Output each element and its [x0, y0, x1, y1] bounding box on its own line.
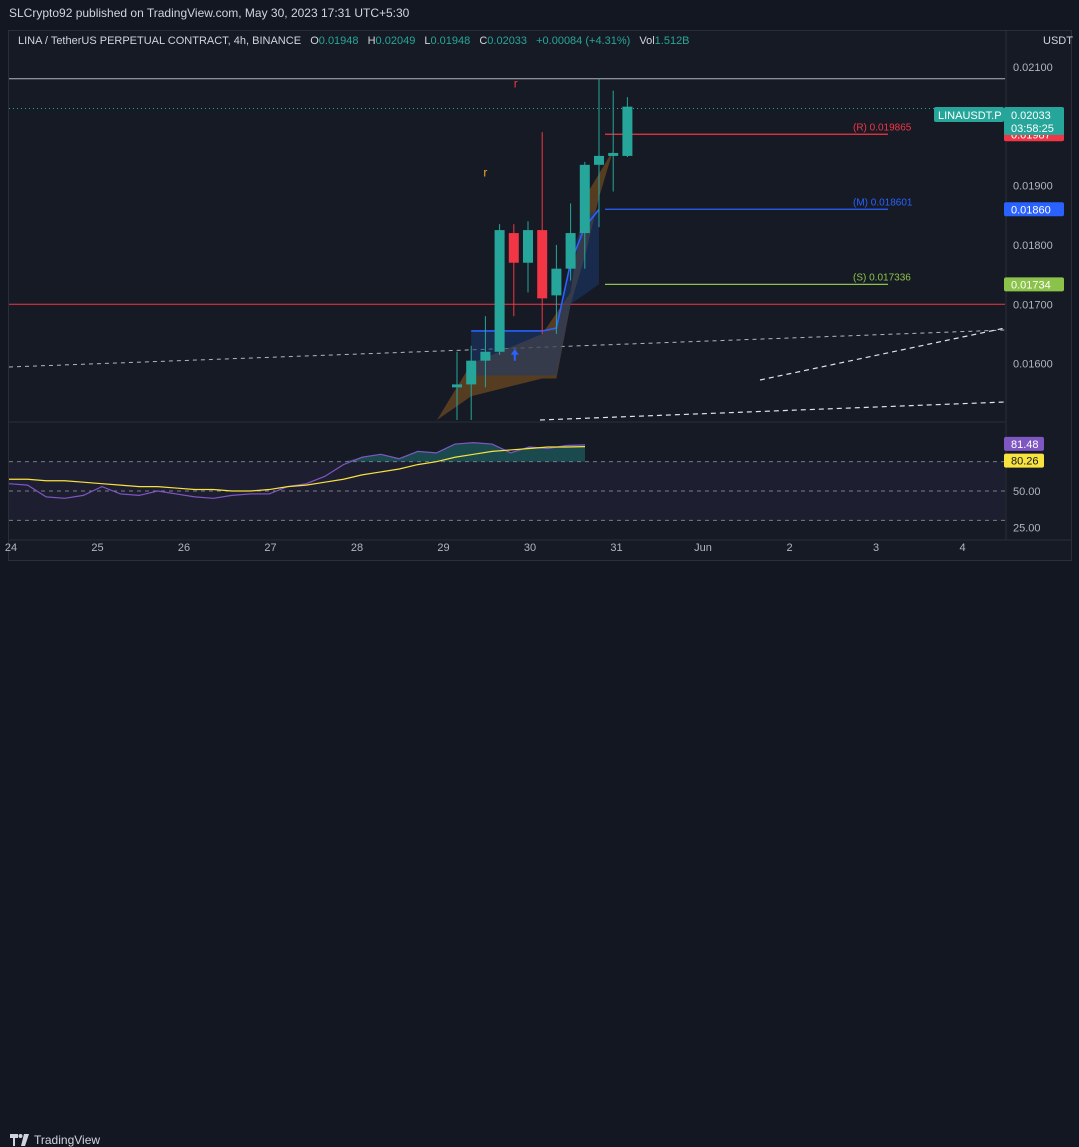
countdown-timer: 03:58:25 — [1011, 123, 1054, 135]
level-tag-2[interactable]: 0.01734 — [1011, 279, 1051, 291]
candle-body[interactable] — [537, 230, 548, 299]
candle-body[interactable] — [579, 164, 590, 234]
candle-body[interactable] — [551, 268, 562, 296]
time-tick: 31 — [610, 542, 622, 554]
blue-cloud — [471, 209, 599, 376]
level-label-1: (M) 0.018601 — [853, 197, 913, 208]
candle-body[interactable] — [494, 230, 505, 352]
level-tag-1[interactable]: 0.01860 — [1011, 204, 1051, 216]
level-tag-bg-2[interactable] — [1004, 277, 1064, 292]
symbol-legend[interactable]: LINA / TetherUS PERPETUAL CONTRACT, 4h, … — [18, 35, 696, 47]
candle-body[interactable] — [508, 233, 519, 263]
time-tick: 3 — [873, 542, 879, 554]
time-tick: 24 — [5, 542, 17, 554]
publisher-text: SLCrypto92 published on TradingView.com,… — [9, 6, 410, 20]
rsi-ma-tag-bg[interactable] — [1004, 453, 1044, 468]
close-label: C — [479, 35, 488, 47]
time-tick: 4 — [959, 542, 965, 554]
time-tick: 27 — [264, 542, 276, 554]
rsi-tag-bg[interactable] — [1004, 436, 1044, 451]
time-tick: 28 — [351, 542, 363, 554]
publisher-bar: SLCrypto92 published on TradingView.com,… — [0, 0, 1079, 30]
candle-body[interactable] — [452, 384, 462, 388]
change-value: +0.00084 (+4.31%) — [536, 35, 631, 47]
price-tick: 0.01900 — [1013, 181, 1053, 193]
candle-body[interactable] — [565, 233, 576, 269]
close-value: 0.02033 — [487, 35, 528, 47]
symbol-name[interactable]: LINA / TetherUS PERPETUAL CONTRACT, 4h, … — [18, 35, 302, 47]
level-label-0: (R) 0.019865 — [853, 122, 912, 133]
rsi-overbought-fill — [324, 442, 585, 462]
price-tick: 0.02100 — [1013, 62, 1053, 74]
last-price-bg[interactable] — [1004, 107, 1064, 135]
time-tick: 29 — [437, 542, 449, 554]
time-tick: 25 — [91, 542, 103, 554]
time-tick: 30 — [524, 542, 536, 554]
volume-value: 1.512B — [654, 35, 690, 47]
price-tick: 0.01800 — [1013, 240, 1053, 252]
low-label: L — [424, 35, 431, 47]
tradingview-brand: TradingView — [34, 1133, 101, 1147]
annotation-r-red: r — [514, 77, 518, 91]
open-label: O — [310, 35, 319, 47]
time-tick: 2 — [786, 542, 792, 554]
price-tick: 0.01600 — [1013, 359, 1053, 371]
rsi-tick: 25.00 — [1013, 523, 1041, 535]
open-value: 0.01948 — [318, 35, 359, 47]
volume-label: Vol — [639, 35, 655, 47]
trend-line-rising — [759, 327, 1006, 381]
time-tick: 26 — [178, 542, 190, 554]
buy-arrow-icon — [510, 348, 519, 361]
candle-body[interactable] — [480, 351, 491, 361]
price-tick: 0.01700 — [1013, 299, 1053, 311]
high-label: H — [367, 35, 376, 47]
symbol-tag[interactable]: LINAUSDT.P — [938, 110, 1002, 122]
symbol-tag-bg[interactable] — [934, 107, 1004, 122]
footer-bar: TradingView — [0, 562, 1079, 1147]
currency-label[interactable]: USDT — [1043, 35, 1073, 47]
candle-body[interactable] — [466, 360, 477, 385]
rsi-ma-tag[interactable]: 80.26 — [1011, 456, 1039, 468]
level-tag-bg-1[interactable] — [1004, 202, 1064, 217]
rsi-series-1 — [9, 446, 586, 492]
rsi-tick: 50.00 — [1013, 486, 1041, 498]
time-tick: Jun — [694, 542, 712, 554]
tradingview-icon — [10, 1134, 29, 1146]
candle-body[interactable] — [608, 152, 619, 156]
candle-body[interactable] — [594, 155, 604, 165]
level-label-2: (S) 0.017336 — [853, 272, 911, 283]
trend-line-lower — [539, 401, 1006, 421]
rsi-tag[interactable]: 81.48 — [1011, 439, 1039, 451]
low-value: 0.01948 — [430, 35, 471, 47]
candle-body[interactable] — [523, 230, 533, 263]
rsi-series-0 — [8, 441, 586, 499]
candle-body[interactable] — [622, 106, 633, 156]
high-value: 0.02049 — [375, 35, 416, 47]
tradingview-logo[interactable]: TradingView — [10, 1133, 100, 1147]
annotation-r-orange: r — [483, 166, 487, 180]
last-price-value[interactable]: 0.02033 — [1011, 110, 1051, 122]
